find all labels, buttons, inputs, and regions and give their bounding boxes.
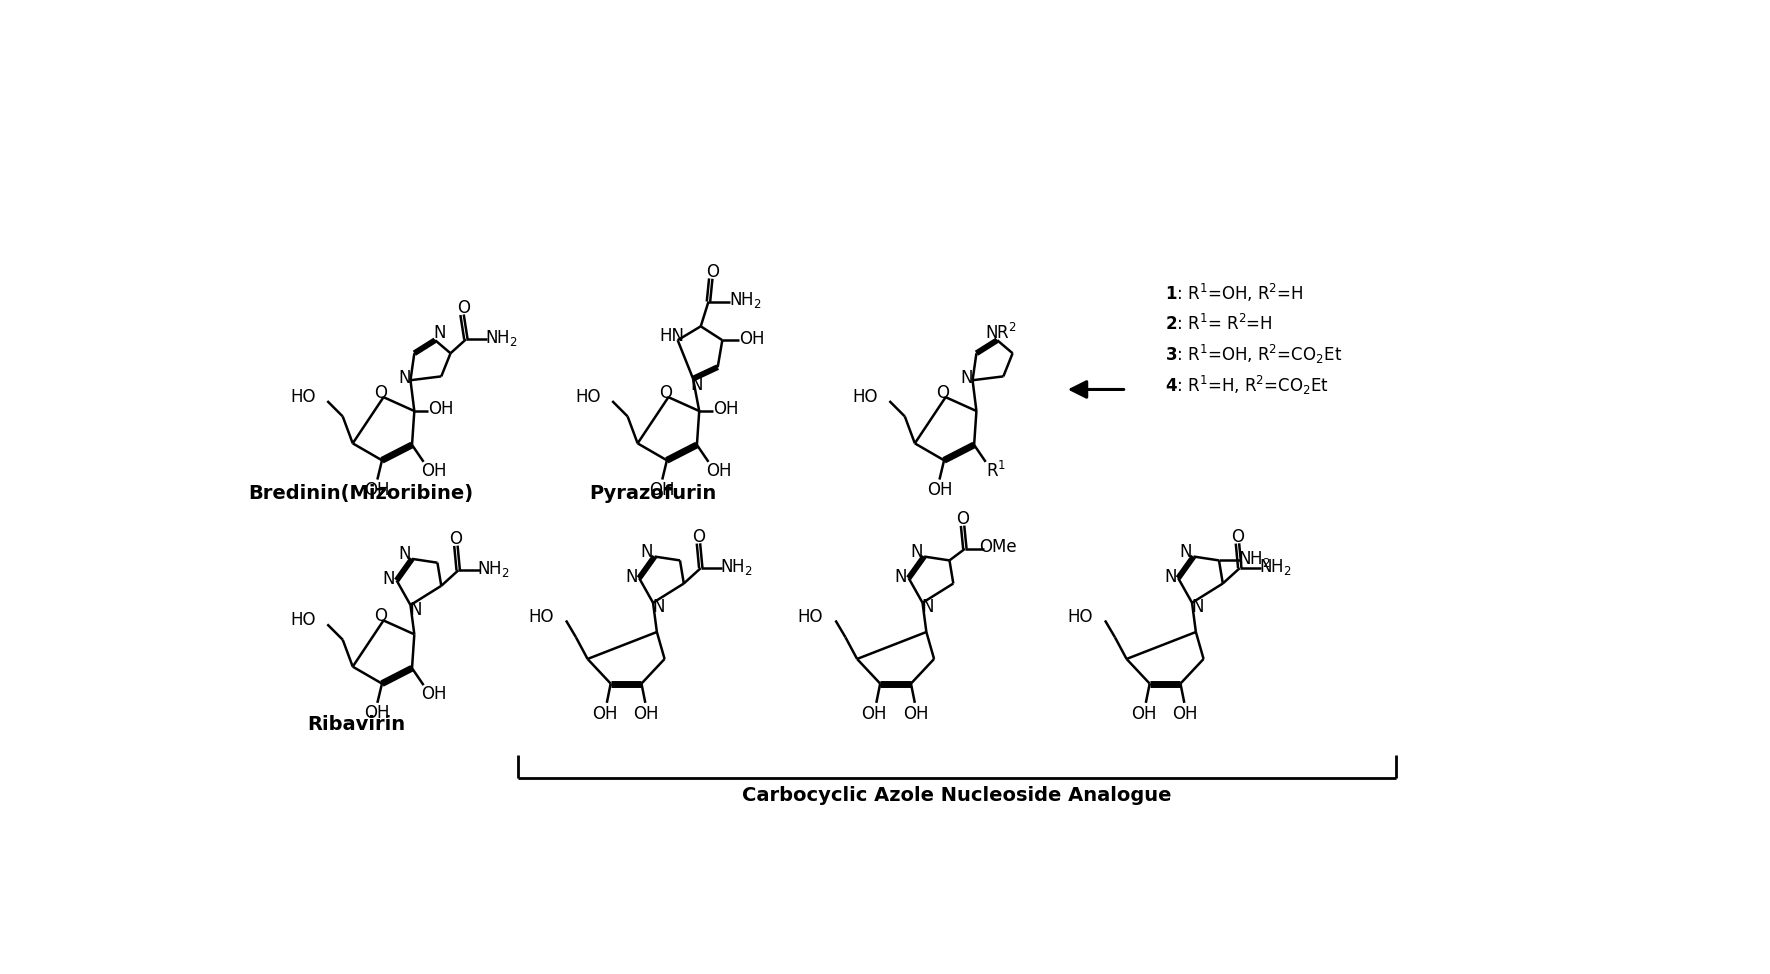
Text: OH: OH [365,480,389,499]
Text: OH: OH [713,400,738,419]
Text: HO: HO [527,608,554,625]
Text: OH: OH [591,704,618,723]
Text: NH$_2$: NH$_2$ [720,556,752,577]
Text: N: N [434,324,446,342]
Text: O: O [457,299,471,317]
Text: O: O [658,384,673,401]
Text: N: N [910,543,922,561]
Text: NH$_2$: NH$_2$ [729,290,761,310]
Text: $\mathbf{4}$: R$^1$=H, R$^2$=CO$_2$Et: $\mathbf{4}$: R$^1$=H, R$^2$=CO$_2$Et [1165,374,1329,397]
Text: O: O [936,384,949,401]
Text: N: N [894,568,908,585]
Text: OH: OH [738,329,765,348]
Text: OH: OH [428,400,453,419]
Text: Bredinin(Mizoribine): Bredinin(Mizoribine) [248,484,473,503]
Text: N: N [651,598,666,617]
Text: N: N [1165,568,1177,585]
Text: N: N [382,570,395,588]
Text: OH: OH [1131,704,1156,723]
Text: O: O [373,384,388,401]
Text: O: O [450,530,462,547]
Text: Carbocyclic Azole Nucleoside Analogue: Carbocyclic Azole Nucleoside Analogue [742,786,1172,805]
Text: HO: HO [290,389,315,406]
Text: NH$_2$: NH$_2$ [485,328,517,348]
Text: HO: HO [290,612,315,629]
Text: NH$_2$: NH$_2$ [1237,549,1271,569]
Text: HN: HN [658,326,683,345]
Text: OH: OH [421,686,446,703]
Text: OH: OH [365,704,389,722]
Text: N: N [690,376,703,393]
Text: HO: HO [853,389,878,406]
Text: N: N [625,568,637,585]
Text: HO: HO [575,389,600,406]
Text: N: N [1179,543,1193,561]
Text: OH: OH [421,462,446,480]
Text: Pyrazofurin: Pyrazofurin [589,484,717,503]
Text: OH: OH [903,704,927,723]
Text: OH: OH [650,480,674,499]
Text: OMe: OMe [979,539,1016,556]
Text: $\mathbf{1}$: R$^1$=OH, R$^2$=H: $\mathbf{1}$: R$^1$=OH, R$^2$=H [1165,282,1304,304]
Text: HO: HO [1067,608,1092,625]
Text: N: N [641,543,653,561]
Text: $\mathbf{2}$: R$^1$= R$^2$=H: $\mathbf{2}$: R$^1$= R$^2$=H [1165,314,1273,334]
Text: $\mathbf{3}$: R$^1$=OH, R$^2$=CO$_2$Et: $\mathbf{3}$: R$^1$=OH, R$^2$=CO$_2$Et [1165,343,1342,366]
Text: NR$^2$: NR$^2$ [986,322,1018,343]
Text: O: O [692,528,704,545]
Text: OH: OH [862,704,887,723]
Text: O: O [1230,528,1244,545]
Text: OH: OH [927,480,952,499]
Text: OH: OH [706,462,731,480]
Text: O: O [373,607,388,625]
Text: N: N [409,601,421,618]
Text: N: N [398,545,411,563]
Text: N: N [959,369,974,387]
Text: OH: OH [1172,704,1198,723]
Text: OH: OH [634,704,658,723]
Text: O: O [956,509,968,528]
Text: N: N [922,598,935,617]
Text: O: O [706,263,719,281]
Text: Ribavirin: Ribavirin [308,715,405,734]
Text: N: N [398,369,411,387]
Text: HO: HO [798,608,823,625]
Text: N: N [1191,598,1204,617]
Text: R$^1$: R$^1$ [986,461,1005,481]
Text: NH$_2$: NH$_2$ [1258,556,1292,577]
Text: NH$_2$: NH$_2$ [478,559,510,579]
